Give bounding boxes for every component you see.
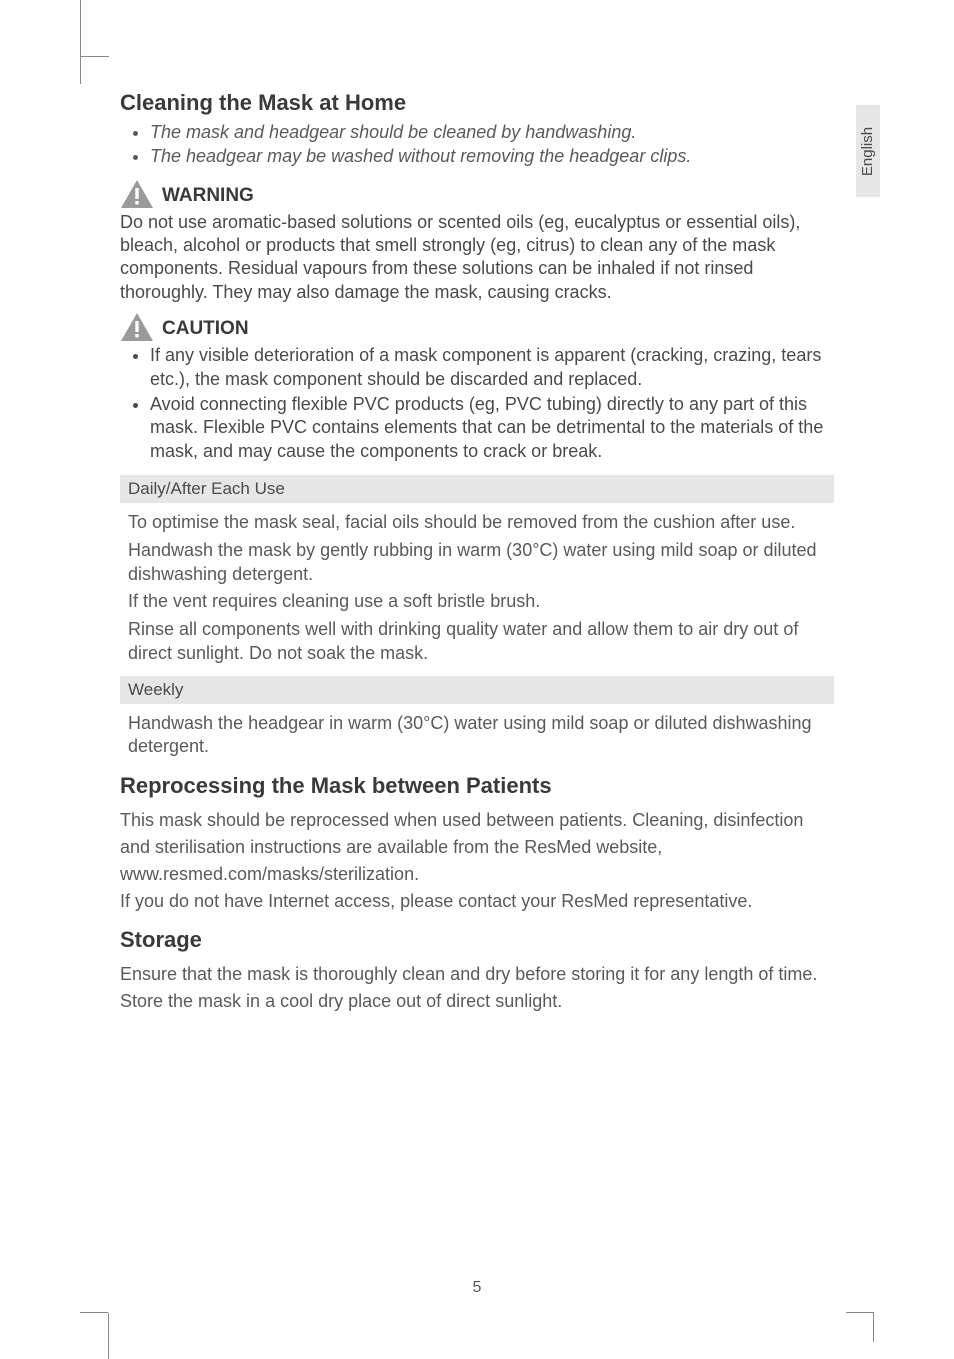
- storage-heading: Storage: [120, 927, 834, 953]
- daily-header: Daily/After Each Use: [120, 475, 834, 503]
- caution-icon: [120, 312, 154, 342]
- warning-icon: [120, 179, 154, 209]
- caution-label: CAUTION: [162, 318, 249, 342]
- crop-mark: [108, 1313, 109, 1359]
- warning-text: Do not use aromatic-based solutions or s…: [120, 211, 834, 305]
- daily-line: Handwash the mask by gently rubbing in w…: [128, 539, 834, 587]
- weekly-header: Weekly: [120, 676, 834, 704]
- crop-mark: [80, 0, 109, 57]
- crop-mark: [873, 1312, 874, 1342]
- list-item: The mask and headgear should be cleaned …: [150, 120, 834, 144]
- reprocessing-text: This mask should be reprocessed when use…: [120, 807, 834, 915]
- daily-line: Rinse all components well with drinking …: [128, 618, 834, 666]
- page-number: 5: [0, 1279, 954, 1297]
- daily-line: If the vent requires cleaning use a soft…: [128, 590, 834, 614]
- crop-mark: [80, 56, 81, 84]
- weekly-text: Handwash the headgear in warm (30°C) wat…: [128, 712, 834, 760]
- reprocessing-heading: Reprocessing the Mask between Patients: [120, 773, 834, 799]
- language-tab: English: [856, 105, 880, 197]
- warning-heading: WARNING: [120, 179, 834, 209]
- warning-label: WARNING: [162, 185, 254, 209]
- daily-line: To optimise the mask seal, facial oils s…: [128, 511, 834, 535]
- page-content: Cleaning the Mask at Home The mask and h…: [120, 90, 834, 1027]
- language-label: English: [860, 126, 877, 175]
- list-item: Avoid connecting flexible PVC products (…: [150, 393, 834, 463]
- list-item: If any visible deterioration of a mask c…: [150, 344, 834, 391]
- caution-list: If any visible deterioration of a mask c…: [120, 344, 834, 463]
- storage-text: Ensure that the mask is thoroughly clean…: [120, 961, 834, 1015]
- crop-mark: [80, 1312, 108, 1313]
- cleaning-heading: Cleaning the Mask at Home: [120, 90, 834, 116]
- list-item: The headgear may be washed without remov…: [150, 144, 834, 168]
- cleaning-notes: The mask and headgear should be cleaned …: [120, 120, 834, 169]
- crop-mark: [846, 1312, 874, 1313]
- caution-heading: CAUTION: [120, 312, 834, 342]
